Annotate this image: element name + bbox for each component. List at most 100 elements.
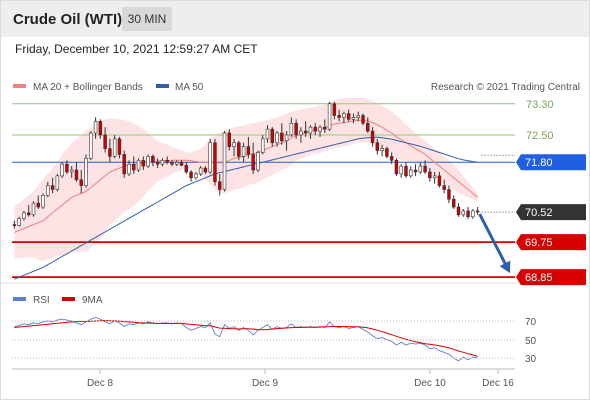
candle [65, 163, 69, 173]
candle [327, 103, 332, 130]
candle [437, 175, 442, 186]
instrument-title: Crude Oil (WTI) [13, 11, 123, 28]
candle [222, 132, 227, 190]
candle [394, 159, 399, 175]
rsi-ma-legend-swatch [62, 297, 75, 301]
candle [60, 163, 64, 177]
candle [241, 146, 246, 157]
header-bar: Crude Oil (WTI) 30 MIN [1, 1, 589, 37]
candle [299, 130, 303, 136]
candle [308, 126, 313, 134]
candle [26, 212, 31, 216]
candle [251, 154, 255, 171]
bollinger-band-fill [14, 97, 478, 262]
candle [146, 156, 150, 167]
candle [337, 115, 341, 118]
candle [442, 185, 446, 190]
level-tag [516, 234, 586, 251]
level-tag [516, 269, 586, 286]
candle [31, 202, 36, 216]
candle [184, 165, 189, 173]
candle [74, 169, 79, 181]
candle [294, 122, 298, 136]
candle [270, 128, 274, 144]
level-tag-label: 68.85 [525, 272, 553, 284]
candle [432, 175, 437, 179]
candle [237, 142, 241, 157]
candle [366, 122, 370, 132]
candle [122, 154, 126, 175]
candle [265, 128, 270, 140]
candle [370, 130, 375, 144]
candle [342, 113, 346, 118]
timestamp: Friday, December 10, 2021 12:59:27 AM CE… [15, 42, 258, 56]
candle [246, 146, 251, 155]
candle [447, 189, 451, 200]
candle [471, 210, 475, 218]
candle [208, 142, 212, 173]
rsi-tick-30: 30 [525, 354, 537, 365]
candle [46, 185, 50, 196]
candle [389, 156, 394, 161]
candle [84, 158, 88, 186]
level-label: 73.30 [526, 99, 554, 111]
candle [361, 115, 365, 124]
candle [89, 132, 93, 159]
candle [132, 163, 136, 171]
candle [280, 132, 284, 142]
candle [55, 175, 60, 190]
rsi-tick-70: 70 [525, 317, 537, 328]
candle [409, 169, 413, 177]
candle [50, 185, 55, 190]
candle [466, 210, 470, 218]
candle [418, 165, 423, 173]
candle [141, 159, 146, 167]
ma50-line [14, 136, 478, 280]
candle [213, 142, 217, 183]
candle [160, 159, 165, 165]
candle [69, 169, 74, 173]
x-axis: Dec 8 Dec 9 Dec 10 Dec 16 [87, 369, 514, 389]
main-legend: MA 20 + Bollinger Bands MA 50 Research ©… [13, 82, 580, 93]
candle [165, 159, 169, 163]
ma20-line [14, 119, 478, 233]
candle [323, 126, 327, 130]
ma50-legend-label: MA 50 [175, 82, 204, 93]
level-tag [516, 204, 586, 221]
level-label: 72.50 [526, 130, 554, 142]
candle [79, 179, 83, 186]
candle [17, 218, 21, 226]
candle [332, 103, 337, 116]
candle [12, 224, 17, 226]
candle [380, 148, 384, 151]
candle [404, 165, 408, 177]
candle [260, 138, 265, 153]
candle [155, 161, 160, 165]
rsi-tick-50: 50 [525, 336, 537, 347]
candle [103, 134, 107, 149]
candle [179, 161, 184, 166]
rsi-legend: RSI 9MA [13, 295, 103, 306]
candle [375, 142, 380, 151]
rsi-ma-legend-label: 9MA [82, 295, 103, 306]
level-tag-label: 69.75 [525, 237, 553, 249]
candle [127, 163, 131, 175]
candle [112, 138, 117, 157]
x-tick-dec10: Dec 10 [414, 378, 446, 389]
candle [284, 134, 289, 142]
level-tag-label: 71.80 [525, 157, 553, 169]
candle [275, 132, 279, 144]
timeframe-badge[interactable]: 30 MIN [122, 7, 172, 31]
level-tag-label: 70.52 [525, 207, 553, 219]
candle [175, 161, 179, 165]
candle [117, 138, 122, 155]
candle [475, 210, 480, 213]
candle [385, 148, 389, 157]
candle [413, 169, 418, 173]
candle [189, 171, 193, 179]
candle [198, 167, 203, 175]
bollinger-legend-swatch [13, 84, 26, 88]
candle [313, 126, 317, 132]
candle [93, 121, 98, 134]
